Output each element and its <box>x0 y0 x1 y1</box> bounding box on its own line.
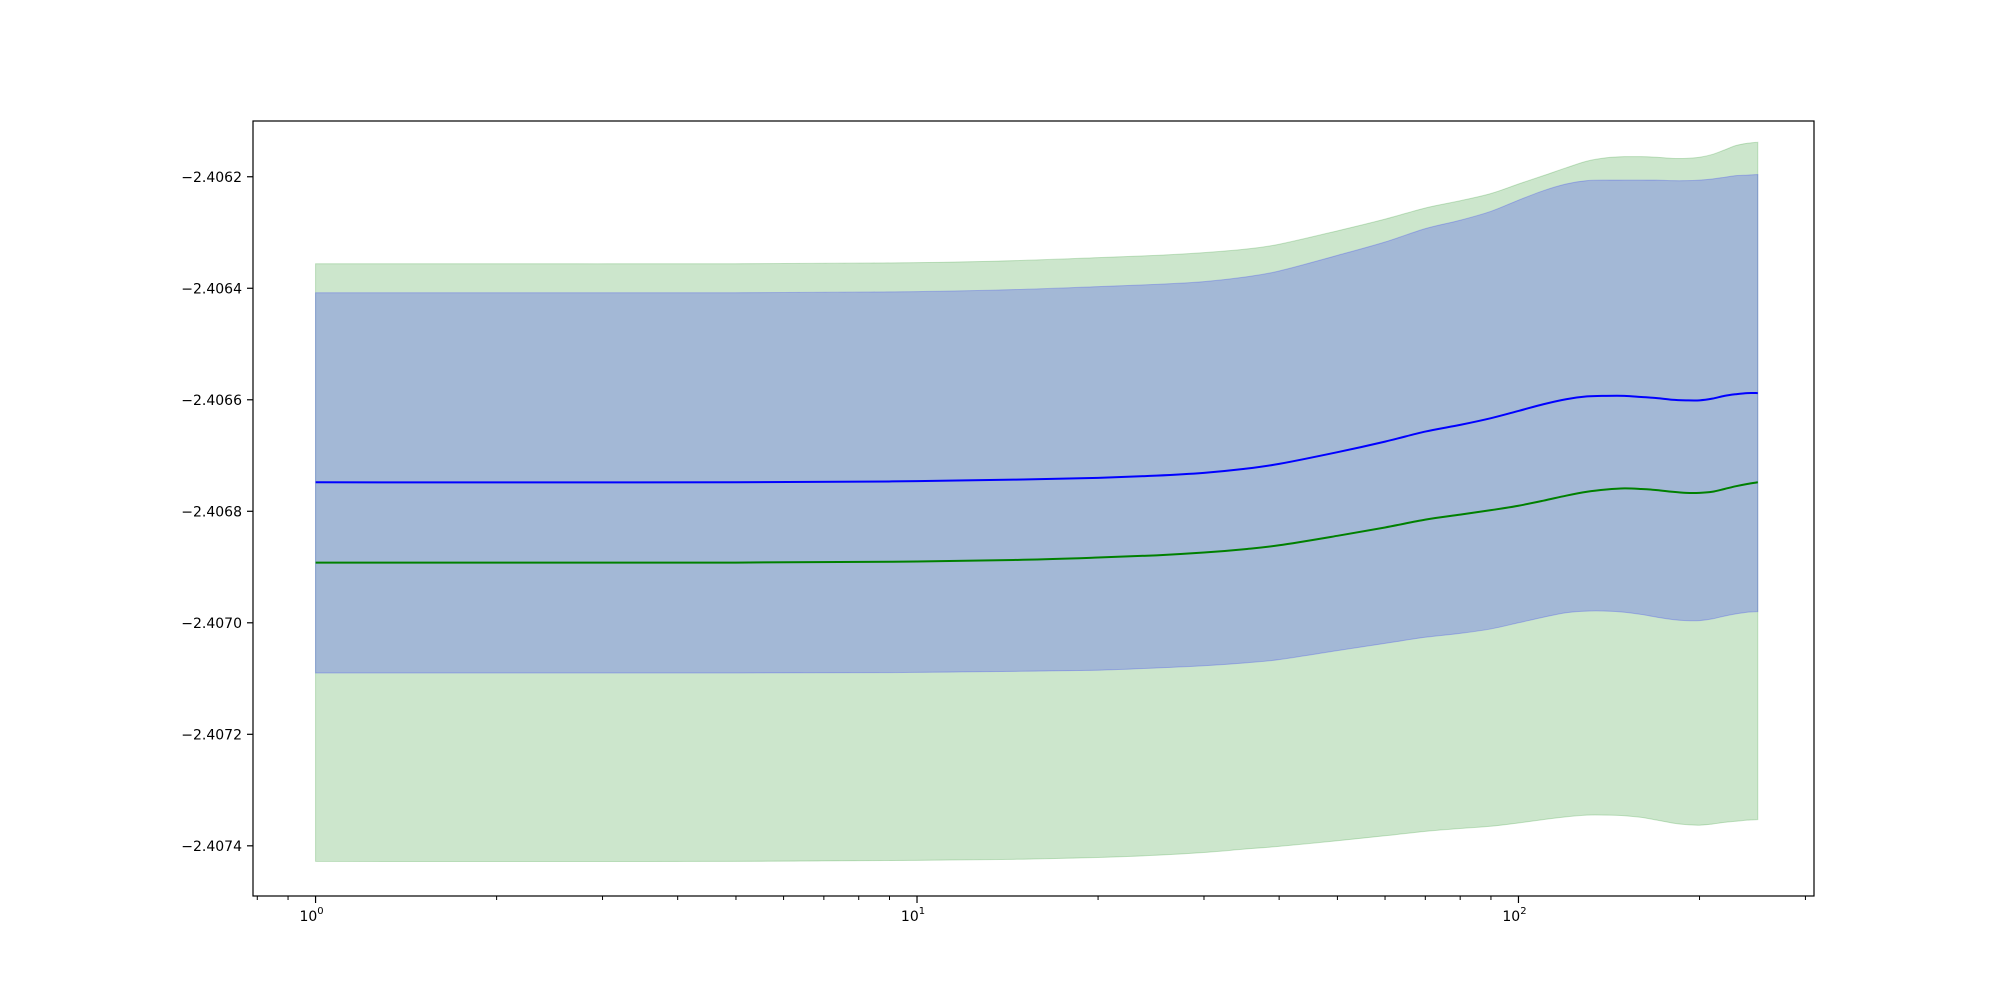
y-tick-label: −2.4062 <box>181 170 242 186</box>
plot-area-frame <box>252 120 1815 897</box>
y-tick-label: −2.4070 <box>181 616 242 632</box>
x-tick-label-exponent: 1 <box>919 906 925 917</box>
series-line-1 <box>315 481 1758 564</box>
x-tick-label-base: 10 <box>299 909 317 925</box>
series-lines <box>315 392 1758 564</box>
x-axis: 100 101 102 <box>256 896 1806 925</box>
confidence-bands <box>315 141 1759 863</box>
y-tick-label: −2.4064 <box>181 281 242 297</box>
x-tick-label-exponent: 2 <box>1520 906 1526 917</box>
x-tick-label-base: 10 <box>901 909 919 925</box>
x-tick-label-exponent: 0 <box>317 906 323 917</box>
x-tick-label: 100 <box>299 906 323 925</box>
x-tick-label-base: 10 <box>1502 909 1520 925</box>
y-axis: −2.4062 −2.4064 −2.4066 −2.4068 −2.4070 −2.40… <box>181 170 253 855</box>
series-line-2 <box>315 392 1758 484</box>
y-tick-label: −2.4066 <box>181 393 242 409</box>
y-tick-label: −2.4068 <box>181 504 242 520</box>
x-tick-label: 102 <box>1502 906 1526 925</box>
y-tick-label: −2.4074 <box>181 839 242 855</box>
y-tick-label: −2.4072 <box>181 727 242 743</box>
confidence-band-1 <box>315 141 1759 863</box>
x-tick-label: 101 <box>901 906 925 925</box>
confidence-band-2 <box>315 174 1759 674</box>
